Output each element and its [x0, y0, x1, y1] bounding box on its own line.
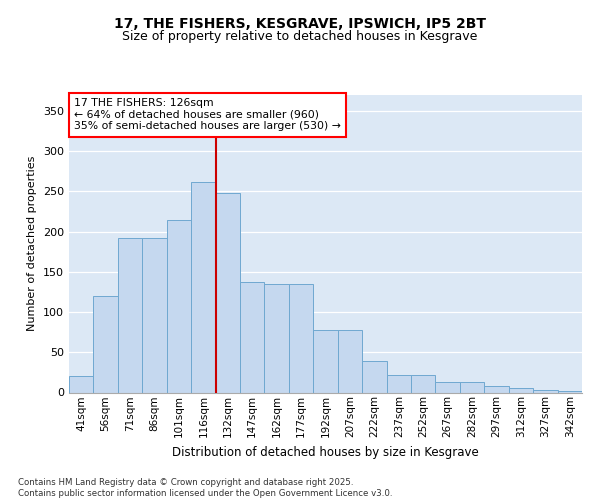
Bar — [142, 238, 167, 392]
Text: 17 THE FISHERS: 126sqm
← 64% of detached houses are smaller (960)
35% of semi-de: 17 THE FISHERS: 126sqm ← 64% of detached… — [74, 98, 341, 131]
Bar — [557, 391, 582, 392]
Bar — [362, 361, 386, 392]
Bar — [313, 330, 338, 392]
Bar — [69, 376, 94, 392]
Text: Contains HM Land Registry data © Crown copyright and database right 2025.
Contai: Contains HM Land Registry data © Crown c… — [18, 478, 392, 498]
Bar — [460, 382, 484, 392]
Bar — [386, 375, 411, 392]
Bar — [338, 330, 362, 392]
Bar — [118, 238, 142, 392]
Text: 17, THE FISHERS, KESGRAVE, IPSWICH, IP5 2BT: 17, THE FISHERS, KESGRAVE, IPSWICH, IP5 … — [114, 18, 486, 32]
Bar — [289, 284, 313, 393]
Bar — [436, 382, 460, 392]
X-axis label: Distribution of detached houses by size in Kesgrave: Distribution of detached houses by size … — [172, 446, 479, 458]
Bar — [167, 220, 191, 392]
Bar — [509, 388, 533, 392]
Bar — [411, 375, 436, 392]
Bar — [484, 386, 509, 392]
Text: Size of property relative to detached houses in Kesgrave: Size of property relative to detached ho… — [122, 30, 478, 43]
Bar — [240, 282, 265, 393]
Bar — [94, 296, 118, 392]
Bar — [215, 193, 240, 392]
Bar — [533, 390, 557, 392]
Bar — [191, 182, 215, 392]
Y-axis label: Number of detached properties: Number of detached properties — [28, 156, 37, 332]
Bar — [265, 284, 289, 393]
